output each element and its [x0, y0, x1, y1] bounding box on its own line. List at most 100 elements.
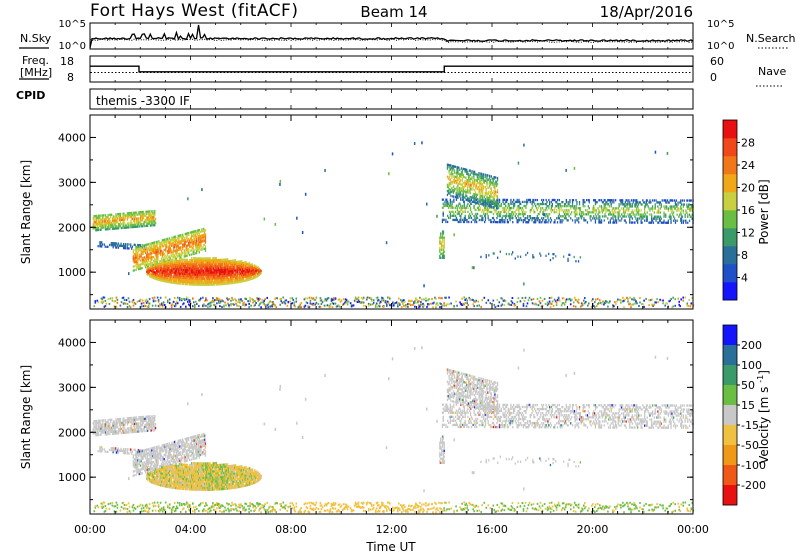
- power-cell: [410, 304, 412, 307]
- power-cell: [203, 247, 206, 250]
- power-cell: [135, 256, 137, 259]
- power-cell: [441, 206, 444, 209]
- power-cell: [482, 197, 484, 200]
- power-cell: [268, 301, 270, 304]
- power-cell: [250, 277, 253, 280]
- power-cell: [172, 250, 174, 253]
- power-cell: [595, 209, 597, 212]
- power-cell: [465, 198, 467, 201]
- power-cell: [224, 264, 226, 267]
- power-cell: [190, 261, 192, 264]
- power-cell: [143, 224, 145, 228]
- power-cell: [172, 252, 174, 255]
- power-cell: [213, 261, 215, 264]
- power-cell: [175, 243, 178, 246]
- power-cell: [130, 245, 132, 248]
- power-cell: [205, 257, 207, 260]
- power-cell: [447, 206, 450, 209]
- power-cell: [472, 186, 474, 189]
- power-cell: [133, 225, 136, 228]
- power-cell: [518, 198, 520, 202]
- power-cell: [559, 221, 561, 224]
- power-cell: [144, 256, 146, 259]
- power-cell: [447, 177, 449, 181]
- power-cell: [118, 223, 120, 226]
- power-cell: [169, 261, 172, 264]
- power-cell: [99, 224, 101, 227]
- power-cell: [599, 205, 601, 208]
- power-cell: [494, 220, 496, 224]
- power-cell: [489, 203, 491, 206]
- power-cell: [181, 264, 183, 267]
- power-cell: [145, 255, 148, 258]
- power-cell: [674, 221, 677, 224]
- power-cell: [531, 202, 533, 206]
- power-cell: [157, 254, 159, 257]
- power-cell: [251, 269, 253, 272]
- power-cell: [225, 276, 227, 279]
- power-cell: [103, 224, 106, 227]
- power-cell: [559, 203, 561, 206]
- power-cell: [150, 273, 152, 277]
- power-cell: [195, 259, 197, 262]
- power-cell: [499, 214, 502, 218]
- power-cell: [249, 276, 251, 279]
- power-cell: [168, 272, 170, 276]
- power-cell: [184, 266, 186, 269]
- power-cell: [624, 205, 626, 208]
- power-cell: [253, 268, 255, 271]
- power-cell: [249, 296, 251, 299]
- power-cell: [182, 276, 184, 279]
- power-cell: [460, 179, 462, 182]
- power-cell: [206, 269, 209, 272]
- power-cell: [171, 254, 173, 257]
- power-cell: [157, 274, 159, 277]
- power-cell: [182, 270, 184, 273]
- power-cell: [525, 211, 527, 214]
- power-cell: [150, 224, 152, 227]
- power-cell: [101, 243, 104, 246]
- power-cell: [527, 221, 529, 224]
- power-cell: [93, 217, 95, 220]
- power-cell: [421, 298, 423, 301]
- power-cell: [169, 241, 171, 244]
- power-cell: [177, 276, 180, 279]
- power-cell: [492, 206, 494, 209]
- power-cell: [517, 215, 519, 218]
- power-cell: [147, 259, 149, 262]
- power-cell: [117, 217, 119, 220]
- power-cell: [304, 304, 307, 307]
- power-cell: [129, 224, 131, 227]
- power-cell: [133, 261, 135, 264]
- power-cell: [223, 258, 225, 261]
- power-cell: [151, 266, 153, 269]
- power-cell: [462, 173, 464, 177]
- power-cell: [180, 278, 182, 281]
- power-cell: [442, 256, 445, 259]
- power-cell: [163, 280, 165, 283]
- power-cell: [178, 276, 180, 279]
- power-cell: [124, 302, 127, 305]
- power-cell: [176, 249, 178, 252]
- power-cell: [166, 276, 168, 279]
- power-cell: [618, 211, 620, 214]
- power-cell: [111, 297, 114, 299]
- power-cell: [185, 274, 187, 278]
- power-cell: [213, 261, 216, 264]
- power-cell: [160, 241, 162, 244]
- power-cell: [181, 262, 183, 265]
- power-cell: [300, 306, 303, 309]
- power-cell: [313, 298, 316, 301]
- power-cell: [175, 279, 177, 283]
- power-cell: [475, 208, 477, 212]
- power-cell: [441, 220, 444, 224]
- power-cell: [529, 215, 531, 218]
- power-cell: [138, 247, 140, 251]
- power-cell: [221, 282, 224, 286]
- power-cell: [210, 283, 212, 286]
- power-cell: [479, 196, 481, 199]
- power-cell: [666, 199, 669, 202]
- power-cell: [563, 211, 565, 214]
- power-cell: [240, 260, 242, 263]
- power-cell: [198, 261, 201, 264]
